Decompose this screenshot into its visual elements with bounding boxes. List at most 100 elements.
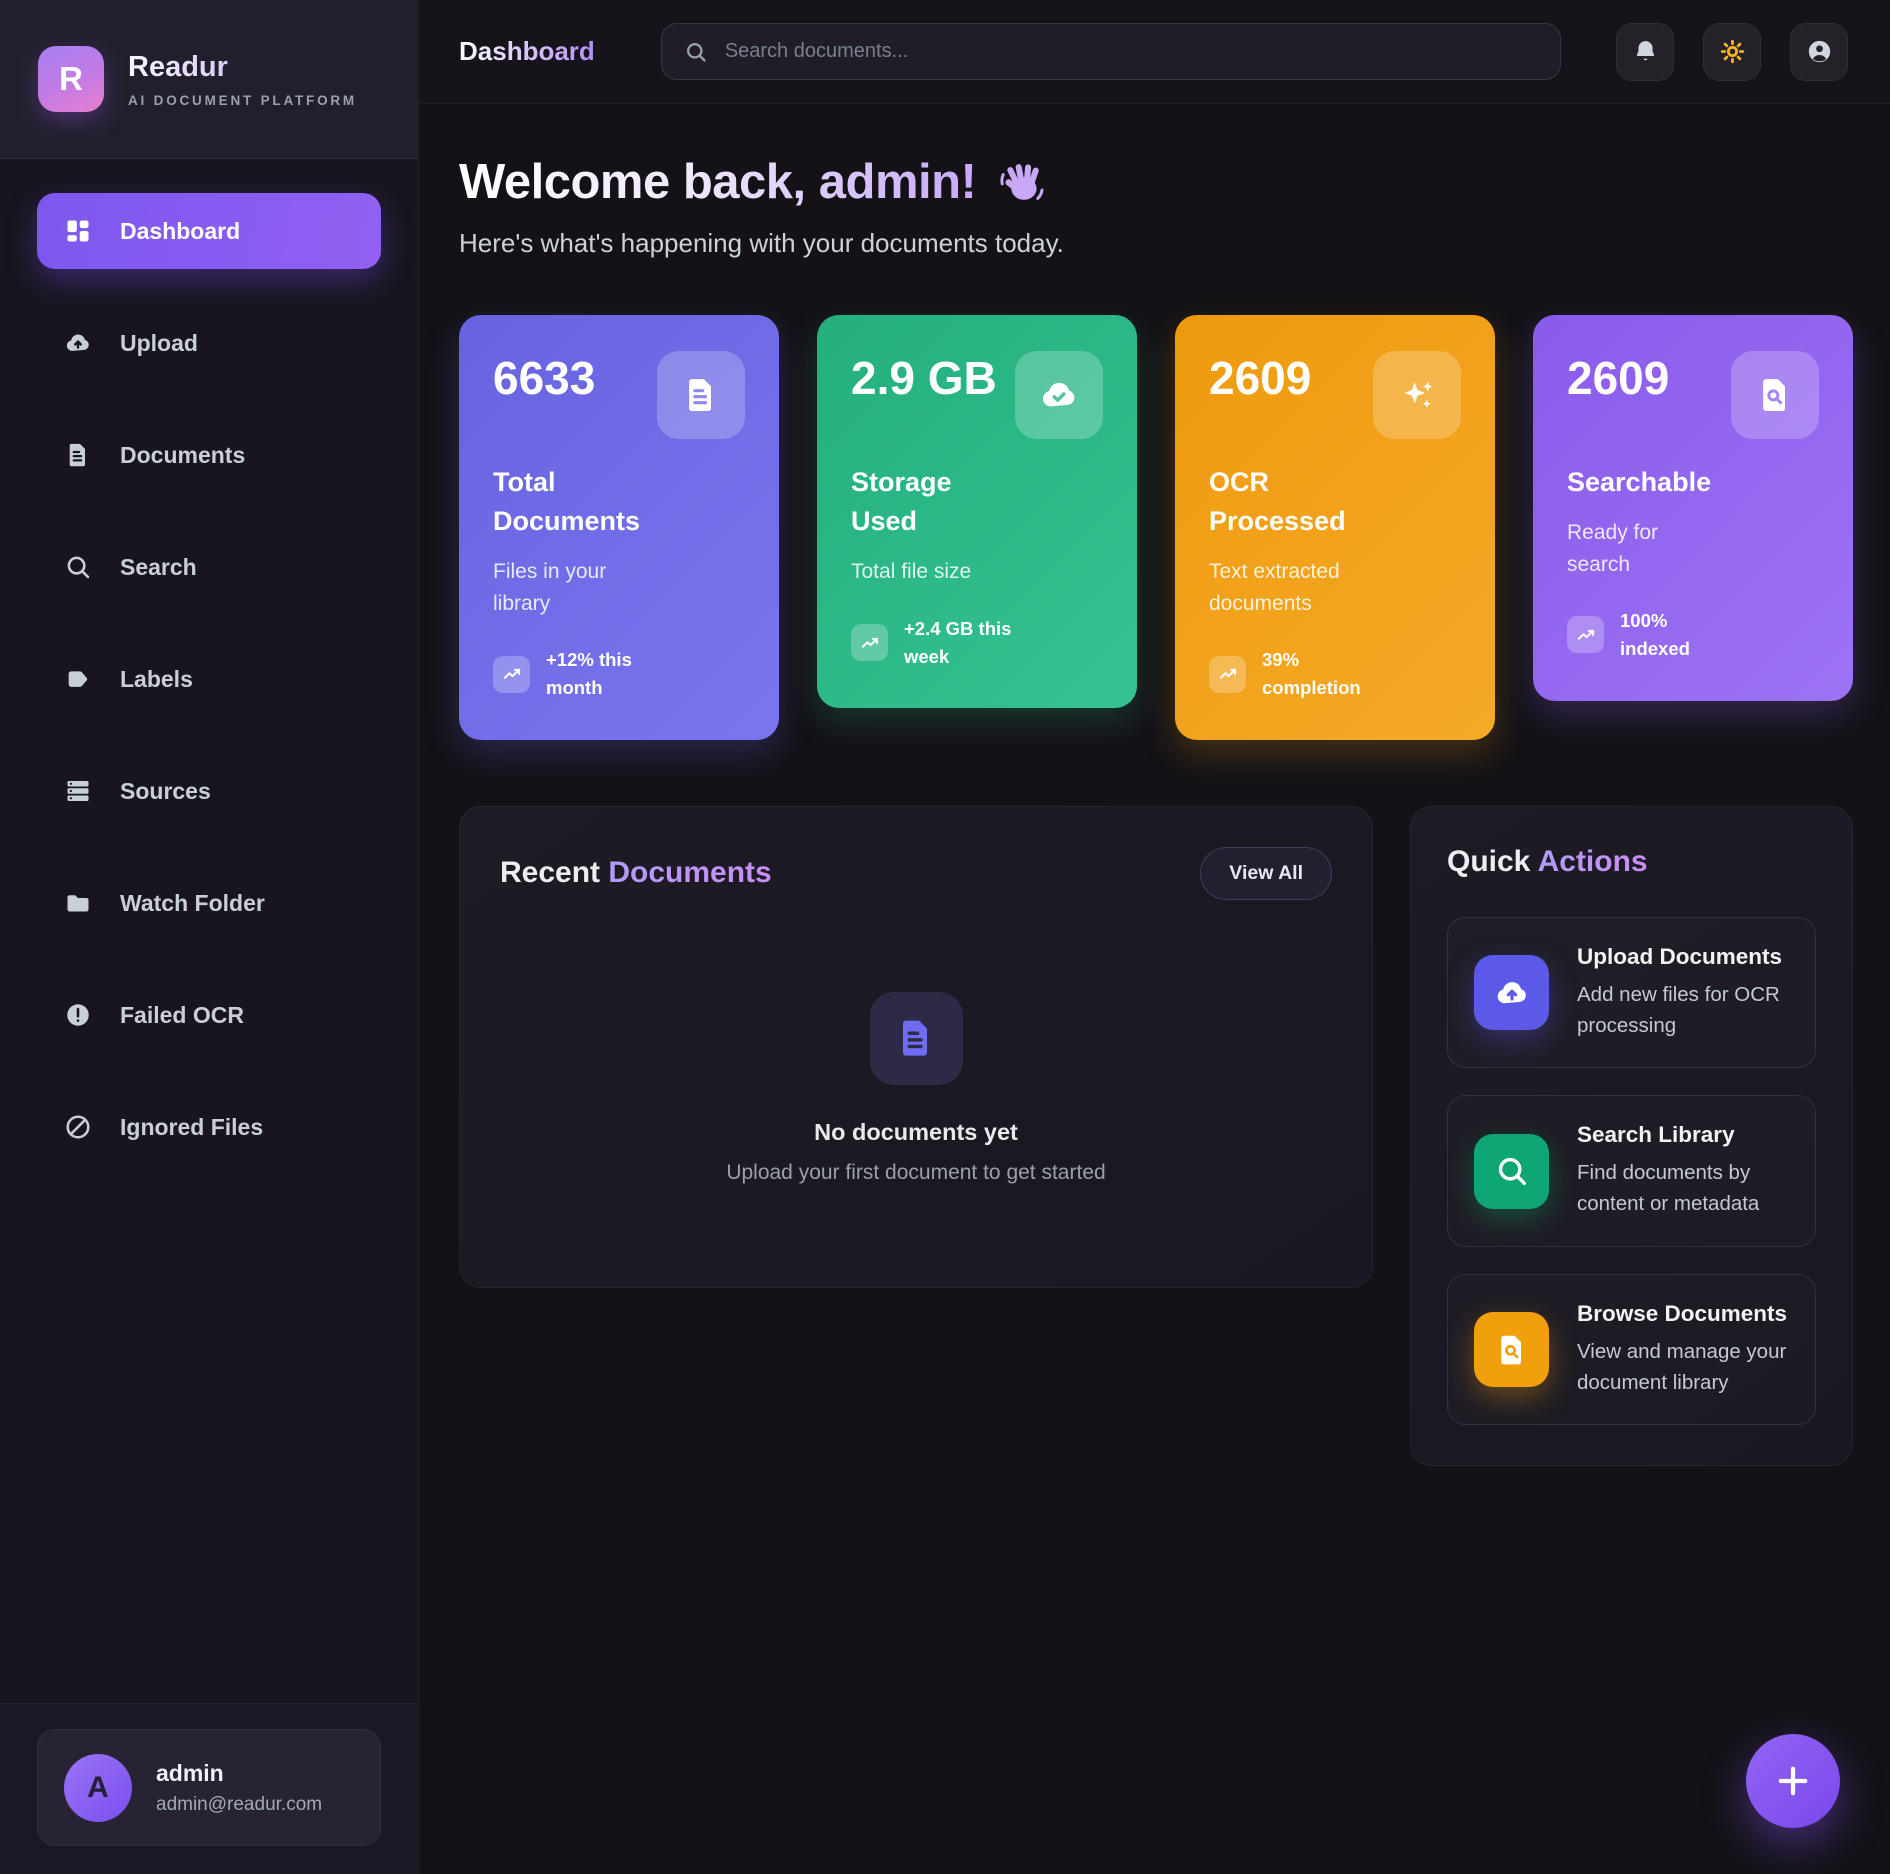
avatar: A <box>64 1753 132 1822</box>
quick-action-search-library[interactable]: Search Library Find documents by content… <box>1447 1095 1816 1247</box>
empty-state-title: No documents yet <box>814 1118 1018 1145</box>
sidebar-item-sources[interactable]: Sources <box>37 753 381 829</box>
sidebar-item-label: Dashboard <box>120 217 241 244</box>
topbar: Dashboard <box>419 0 1890 104</box>
stat-trend: +2.4 GB this week <box>904 617 1012 667</box>
avatar-initial: A <box>87 1770 109 1804</box>
user-name: admin <box>156 1759 224 1786</box>
document-search-icon <box>1731 351 1819 439</box>
quick-actions-list: Upload Documents Add new files for OCR p… <box>1447 916 1816 1426</box>
upload-cloud-icon <box>1474 955 1549 1031</box>
recent-documents-panel: Recent Documents View All No documents y… <box>459 805 1373 1288</box>
brand-logo: R <box>38 46 104 112</box>
stat-title: Searchable <box>1567 467 1712 497</box>
add-document-fab[interactable] <box>1746 1734 1840 1828</box>
quick-actions-title-suffix: Actions <box>1537 844 1648 878</box>
sidebar-footer: A admin admin@readur.com <box>0 1703 418 1874</box>
waving-hand-icon <box>998 158 1046 206</box>
search-icon <box>64 553 92 581</box>
sun-icon <box>1719 38 1746 65</box>
stat-subtitle: Total file size <box>851 560 972 584</box>
tag-icon <box>64 665 92 693</box>
search-input[interactable] <box>724 40 1538 63</box>
sidebar: R Readur AI DOCUMENT PLATFORM Dashboard … <box>0 0 419 1874</box>
recent-title-prefix: Recent <box>500 856 609 890</box>
empty-state: No documents yet Upload your first docum… <box>460 991 1372 1185</box>
theme-toggle-button[interactable] <box>1703 22 1761 81</box>
recent-title-suffix: Documents <box>608 856 772 890</box>
brand-name: Readur <box>128 51 357 84</box>
sparkles-icon <box>1373 351 1461 439</box>
search-icon <box>1474 1133 1549 1209</box>
trending-up-icon <box>493 655 530 693</box>
sidebar-item-label: Watch Folder <box>120 889 265 916</box>
search-bar <box>660 23 1561 80</box>
brand-text: Readur AI DOCUMENT PLATFORM <box>128 51 357 108</box>
topbar-actions <box>1616 22 1848 81</box>
sidebar-item-labels[interactable]: Labels <box>37 641 381 717</box>
quick-action-description: Find documents by content or metadata <box>1577 1161 1760 1216</box>
bell-icon <box>1632 38 1659 65</box>
empty-state-subtitle: Upload your first document to get starte… <box>726 1160 1106 1184</box>
user-email: admin@readur.com <box>156 1793 323 1815</box>
quick-action-description: View and manage your document library <box>1577 1339 1787 1394</box>
sidebar-item-label: Upload <box>120 329 198 356</box>
trending-up-icon <box>851 624 888 662</box>
stat-value: 2.9 GB <box>851 352 997 404</box>
stat-cards: 6633 Total Documents Files in your libra… <box>459 315 1853 740</box>
user-circle-icon <box>1806 38 1833 65</box>
folder-icon <box>64 889 92 917</box>
sidebar-item-ignored-files[interactable]: Ignored Files <box>37 1089 381 1165</box>
stat-title: Total Documents <box>493 467 641 537</box>
stat-card-searchable[interactable]: 2609 Searchable Ready for search 100% in… <box>1533 315 1853 701</box>
user-profile-card[interactable]: A admin admin@readur.com <box>37 1729 381 1846</box>
stat-card-storage-used[interactable]: 2.9 GB Storage Used Total file size +2.4… <box>817 315 1137 709</box>
view-all-button[interactable]: View All <box>1200 846 1332 900</box>
sidebar-item-failed-ocr[interactable]: Failed OCR <box>37 977 381 1053</box>
document-search-icon <box>1474 1312 1549 1388</box>
dashboard-content: Welcome back, admin! <box>419 104 1890 1874</box>
trending-up-icon <box>1567 616 1604 654</box>
quick-action-title: Upload Documents <box>1577 943 1783 969</box>
sidebar-item-dashboard[interactable]: Dashboard <box>37 193 381 269</box>
document-icon <box>869 991 963 1085</box>
stat-title: OCR Processed <box>1209 467 1346 537</box>
trending-up-icon <box>1209 655 1246 693</box>
document-icon <box>64 441 92 469</box>
stat-value: 2609 <box>1209 352 1312 404</box>
sidebar-item-label: Ignored Files <box>120 1113 264 1140</box>
welcome-heading: Welcome back, admin! <box>459 155 977 209</box>
quick-actions-title: Quick Actions <box>1447 845 1816 879</box>
stat-trend: +12% this month <box>546 649 632 699</box>
stat-trend: 39% completion <box>1262 649 1361 699</box>
stat-card-total-documents[interactable]: 6633 Total Documents Files in your libra… <box>459 315 779 740</box>
sidebar-item-search[interactable]: Search <box>37 529 381 605</box>
upload-cloud-icon <box>64 329 92 357</box>
sidebar-item-watch-folder[interactable]: Watch Folder <box>37 865 381 941</box>
document-icon <box>657 351 745 439</box>
quick-action-browse-documents[interactable]: Browse Documents View and manage your do… <box>1447 1273 1816 1426</box>
sidebar-item-upload[interactable]: Upload <box>37 305 381 381</box>
brand-tagline: AI DOCUMENT PLATFORM <box>128 92 357 108</box>
quick-actions-panel: Quick Actions Upload Documents Add new f… <box>1410 805 1853 1467</box>
page-title: Dashboard <box>459 36 595 66</box>
sidebar-item-documents[interactable]: Documents <box>37 417 381 493</box>
quick-action-title: Search Library <box>1577 1122 1735 1148</box>
account-button[interactable] <box>1790 22 1848 81</box>
sidebar-item-label: Search <box>120 553 197 580</box>
sidebar-item-label: Documents <box>120 441 246 468</box>
server-icon <box>64 777 92 805</box>
search-icon <box>686 42 706 62</box>
stat-card-ocr-processed[interactable]: 2609 OCR Processed Text extracted docume… <box>1175 315 1495 740</box>
sidebar-item-label: Sources <box>120 777 211 804</box>
stat-value: 6633 <box>493 352 596 404</box>
dashboard-icon <box>64 217 92 245</box>
sidebar-item-label: Labels <box>120 665 193 692</box>
ban-icon <box>64 1113 92 1141</box>
notifications-button[interactable] <box>1616 22 1674 81</box>
brand-header: R Readur AI DOCUMENT PLATFORM <box>0 0 418 159</box>
recent-documents-title: Recent Documents <box>500 856 772 890</box>
stat-title: Storage Used <box>851 467 952 537</box>
quick-action-upload-documents[interactable]: Upload Documents Add new files for OCR p… <box>1447 916 1816 1069</box>
